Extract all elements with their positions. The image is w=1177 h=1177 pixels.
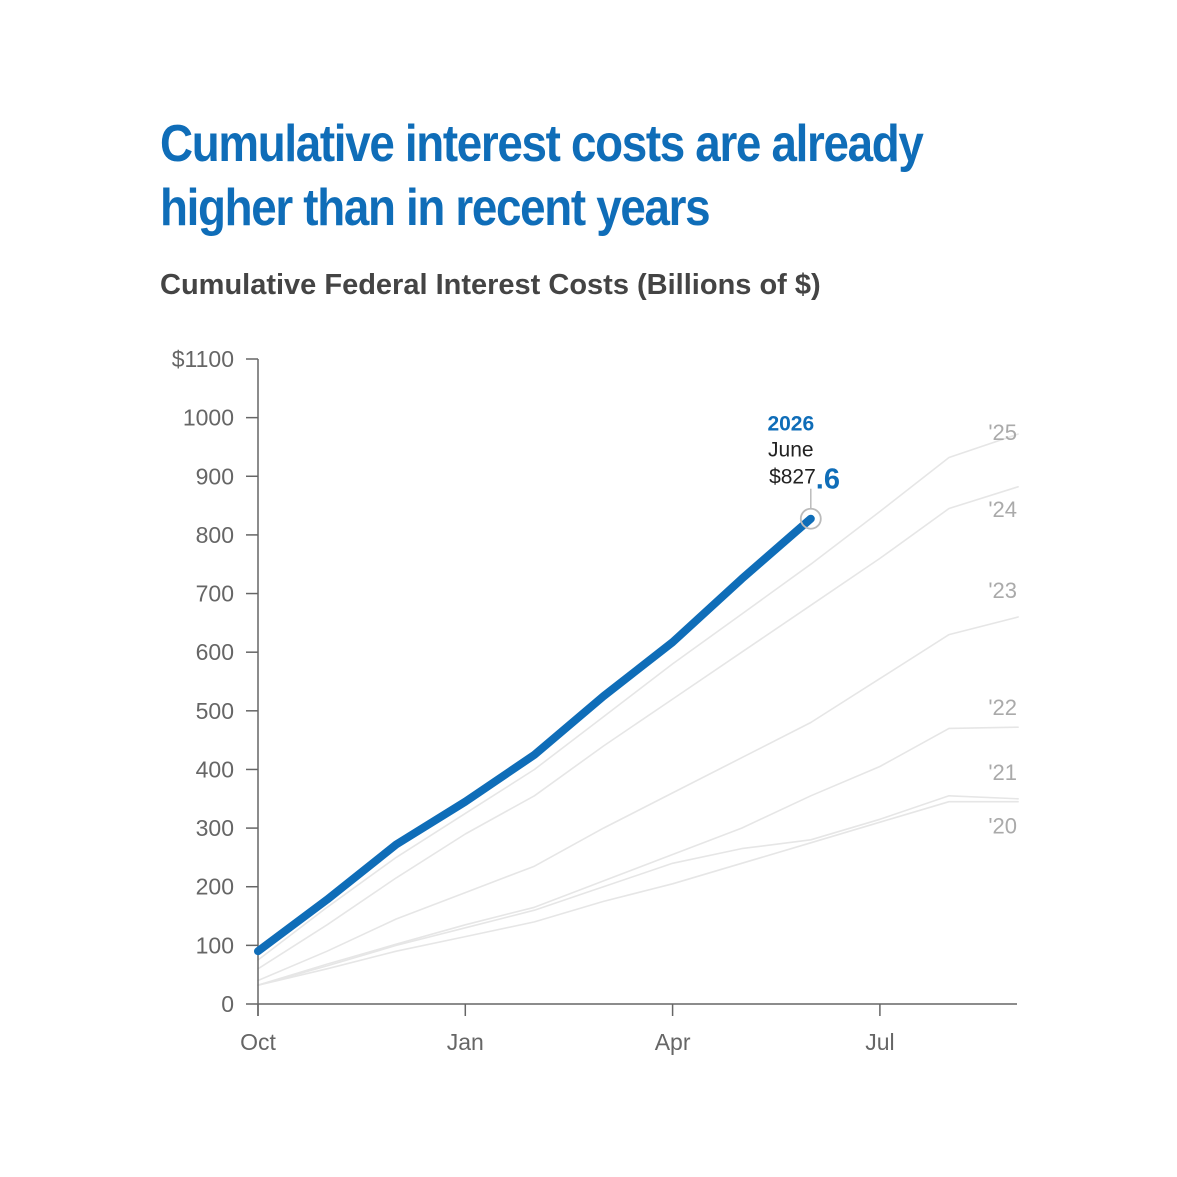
- highlight-series-group: [254, 514, 815, 956]
- series-label-25: '25: [988, 420, 1017, 445]
- x-tick-label: Jan: [447, 1029, 484, 1055]
- annotation-value-decimal: .6: [816, 464, 840, 496]
- y-tick-label: 800: [196, 522, 234, 548]
- x-tick-label: Oct: [240, 1029, 276, 1055]
- y-tick-label: 0: [221, 991, 234, 1017]
- y-tick-label: 300: [196, 815, 234, 841]
- series-line-21: [257, 794, 1019, 987]
- axes-group: 0 100 200 300 400 500 600 700 800 900 1000 $1100 Oct…: [172, 346, 1017, 1055]
- chart-subtitle: Cumulative Federal Interest Costs (Billi…: [160, 269, 821, 301]
- series-label-20: '20: [988, 814, 1017, 839]
- y-tick-label: 1000: [183, 405, 234, 431]
- series-line-2026: [254, 514, 815, 956]
- y-tick-label: 500: [196, 698, 234, 724]
- series-label-23: '23: [988, 578, 1017, 603]
- y-tick-label: 400: [196, 756, 234, 782]
- series-label-22: '22: [988, 695, 1017, 720]
- series-label-21: '21: [988, 760, 1017, 785]
- series-line-23: [257, 616, 1019, 982]
- chart-title: Cumulative interest costs are already hi…: [160, 115, 924, 237]
- y-tick-label: 200: [196, 874, 234, 900]
- series-line-24: [257, 485, 1019, 970]
- x-tick-label: Apr: [655, 1029, 691, 1055]
- x-tick-label: Jul: [865, 1029, 894, 1055]
- annotation-group: 2026 June $827.6: [767, 413, 840, 530]
- y-tick-label: $1100: [172, 346, 234, 372]
- y-tick-label: 100: [196, 932, 234, 958]
- series-line-20: [257, 800, 1019, 987]
- annotation-year: 2026: [767, 413, 814, 436]
- y-tick-label: 600: [196, 639, 234, 665]
- series-label-24: '24: [988, 497, 1017, 522]
- annotation-value: $827: [769, 466, 816, 489]
- annotation-month: June: [768, 439, 814, 462]
- series-line-22: [257, 726, 1019, 987]
- y-tick-label: 900: [196, 463, 234, 489]
- series-line-25: [257, 433, 1019, 961]
- y-tick-label: 700: [196, 581, 234, 607]
- background-series-group: '20 '21 '22 '23 '24 '25: [257, 420, 1019, 987]
